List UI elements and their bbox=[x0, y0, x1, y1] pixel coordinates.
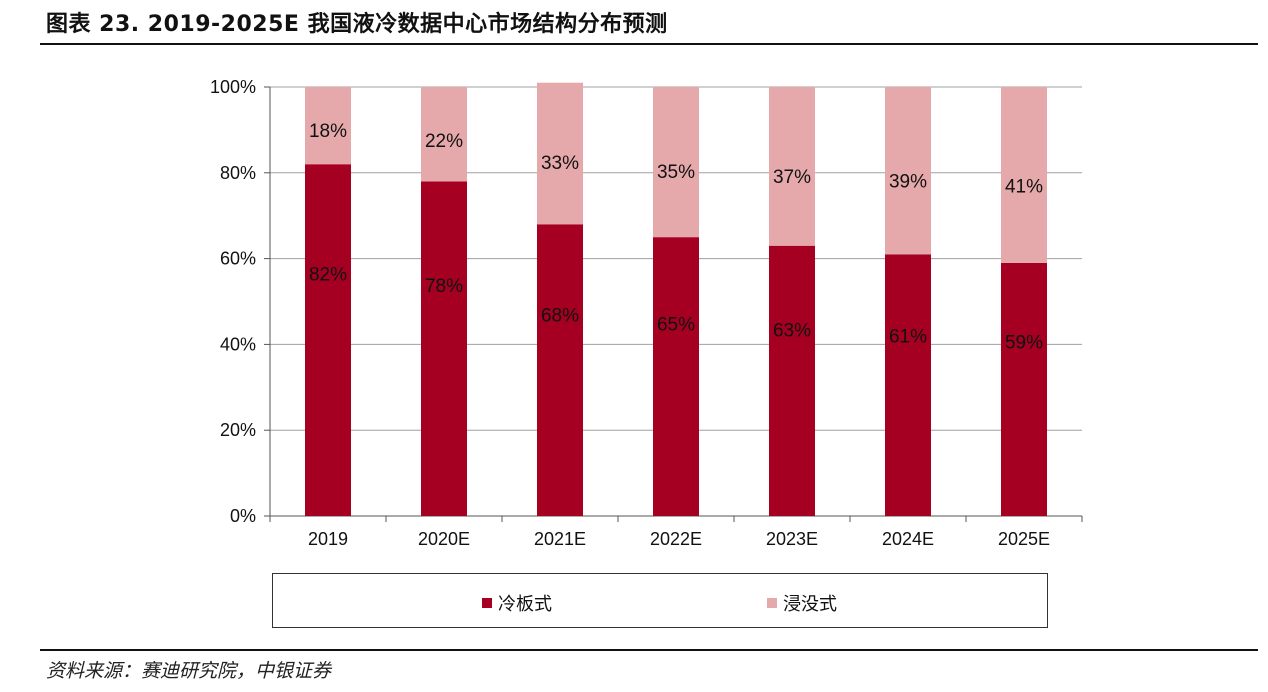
bar-series-0 bbox=[653, 237, 699, 516]
data-label: 68% bbox=[541, 306, 579, 327]
legend: 冷板式 浸没式 bbox=[272, 573, 1048, 628]
x-tick-label: 2022E bbox=[650, 529, 702, 549]
x-tick-label: 2023E bbox=[766, 529, 818, 549]
bar-series-1 bbox=[537, 82, 583, 225]
data-label: 78% bbox=[425, 276, 463, 297]
data-label: 39% bbox=[889, 172, 927, 193]
data-label: 63% bbox=[773, 321, 811, 342]
data-label: 82% bbox=[309, 264, 347, 285]
legend-item-series-1: 浸没式 bbox=[767, 590, 837, 616]
bar-series-1 bbox=[305, 87, 351, 165]
data-label: 33% bbox=[541, 153, 579, 174]
data-label: 59% bbox=[1005, 332, 1043, 353]
legend-swatch-series-0 bbox=[482, 598, 492, 608]
bar-series-0 bbox=[1001, 262, 1047, 516]
x-tick-label: 2025E bbox=[998, 529, 1050, 549]
x-tick-label: 2019 bbox=[308, 529, 348, 549]
title-rule bbox=[40, 43, 1258, 45]
bar-series-1 bbox=[1001, 87, 1047, 263]
data-label: 61% bbox=[889, 326, 927, 347]
y-tick-label: 20% bbox=[220, 420, 256, 440]
y-tick-label: 60% bbox=[220, 249, 256, 269]
legend-label-series-1: 浸没式 bbox=[783, 594, 837, 615]
bar-series-1 bbox=[769, 87, 815, 246]
bar-series-1 bbox=[421, 87, 467, 182]
x-tick-label: 2024E bbox=[882, 529, 934, 549]
data-label: 18% bbox=[309, 121, 347, 142]
bar-series-0 bbox=[885, 254, 931, 516]
bar-series-0 bbox=[421, 181, 467, 516]
bar-series-1 bbox=[653, 87, 699, 238]
data-label: 65% bbox=[657, 315, 695, 336]
bar-series-1 bbox=[885, 87, 931, 255]
y-tick-label: 80% bbox=[220, 163, 256, 183]
source-rule bbox=[40, 649, 1258, 651]
bar-series-0 bbox=[305, 164, 351, 516]
data-label: 22% bbox=[425, 131, 463, 152]
x-tick-label: 2021E bbox=[534, 529, 586, 549]
chart-title: 图表 23. 2019-2025E 我国液冷数据中心市场结构分布预测 bbox=[46, 12, 668, 37]
legend-swatch-series-1 bbox=[767, 598, 777, 608]
data-label: 41% bbox=[1005, 176, 1043, 197]
data-label: 35% bbox=[657, 162, 695, 183]
y-tick-label: 0% bbox=[230, 506, 256, 526]
bar-series-0 bbox=[769, 245, 815, 517]
y-tick-label: 40% bbox=[220, 334, 256, 354]
x-tick-label: 2020E bbox=[418, 529, 470, 549]
y-tick-label: 100% bbox=[210, 77, 256, 97]
bar-series-0 bbox=[537, 224, 583, 516]
data-label: 37% bbox=[773, 167, 811, 188]
source-note: 资料来源：赛迪研究院，中银证券 bbox=[46, 660, 332, 682]
legend-label-series-0: 冷板式 bbox=[498, 594, 552, 615]
legend-item-series-0: 冷板式 bbox=[482, 590, 552, 616]
